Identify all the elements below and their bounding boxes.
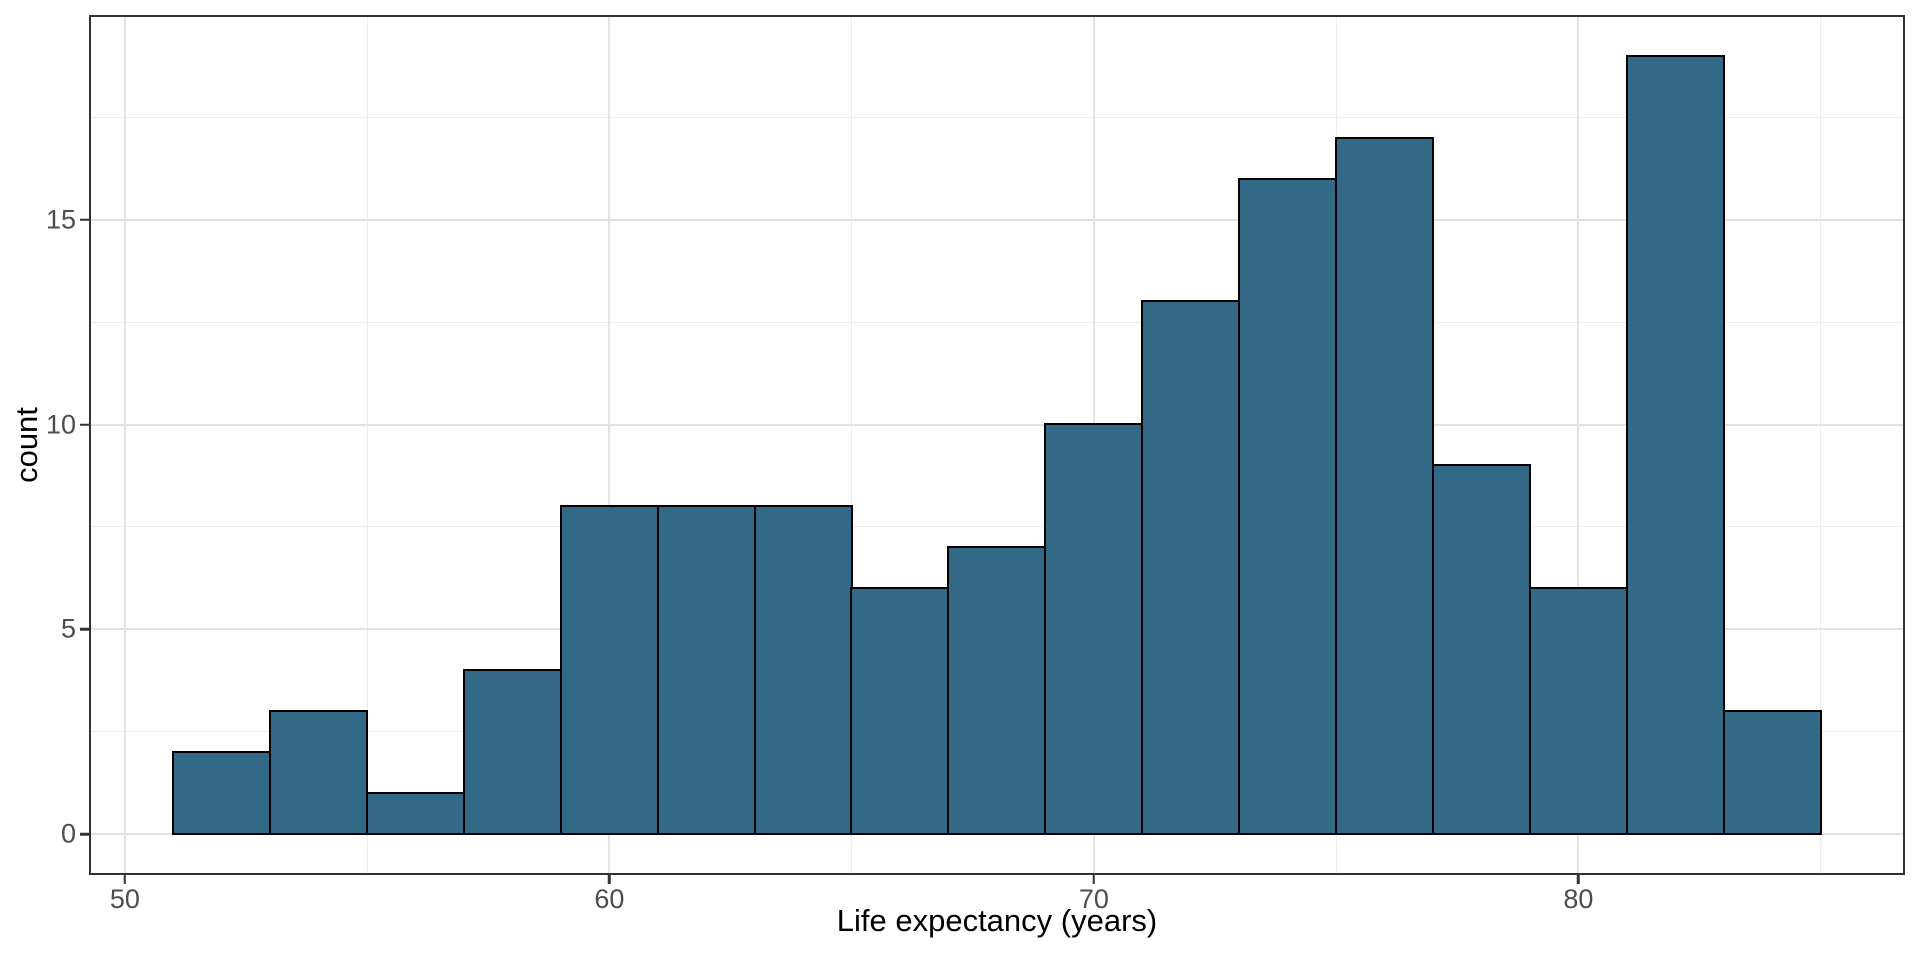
histogram-bar (1141, 300, 1241, 836)
gridline-x-major (123, 17, 126, 873)
x-tick-label: 60 (594, 884, 625, 914)
gridline-y-minor (91, 321, 1903, 323)
histogram-bar (1044, 423, 1144, 836)
y-axis-title: count (9, 407, 44, 483)
histogram-bar (172, 750, 272, 836)
gridline-y-minor (91, 116, 1903, 118)
gridline-x-minor (1820, 17, 1822, 873)
plot-panel (89, 15, 1905, 875)
gridline-x-minor (851, 17, 853, 873)
histogram-bar (1431, 464, 1532, 836)
x-tick-mark (1092, 875, 1096, 884)
gridline-x-major (1577, 17, 1580, 873)
gridline-x-major (608, 17, 611, 873)
gridline-y-major (91, 423, 1903, 426)
x-tick-mark (1577, 875, 1580, 884)
y-tick-label: 10 (45, 409, 76, 439)
y-tick-label: 5 (60, 613, 76, 644)
gridline-y-minor (91, 526, 1903, 528)
histogram-bar (1238, 177, 1338, 836)
histogram-bar (753, 505, 853, 836)
histogram-bar (365, 791, 466, 836)
histogram-bar (1722, 710, 1822, 836)
histogram-bar (947, 546, 1047, 836)
histogram-bar (850, 587, 950, 836)
gridline-x-minor (366, 17, 368, 873)
histogram-bar (462, 669, 563, 836)
x-tick-label: 50 (109, 884, 140, 914)
histogram-bar (656, 505, 756, 836)
histogram-bar (1334, 136, 1435, 836)
y-tick-mark (80, 628, 89, 631)
y-tick-mark (80, 832, 89, 836)
histogram-bar (559, 505, 660, 836)
gridline-y-major (91, 218, 1903, 221)
histogram-bar (1528, 587, 1629, 836)
x-axis-title: Life expectancy (years) (836, 903, 1158, 938)
x-tick-label: 70 (1078, 884, 1109, 914)
x-tick-mark (123, 875, 127, 884)
histogram-bar (1625, 54, 1725, 836)
x-tick-mark (608, 875, 611, 884)
y-tick-mark (80, 218, 89, 221)
histogram-bar (269, 710, 369, 836)
y-tick-label: 0 (60, 818, 76, 849)
x-tick-label: 80 (1563, 884, 1594, 914)
y-tick-mark (80, 423, 89, 426)
y-tick-label: 15 (45, 204, 76, 235)
